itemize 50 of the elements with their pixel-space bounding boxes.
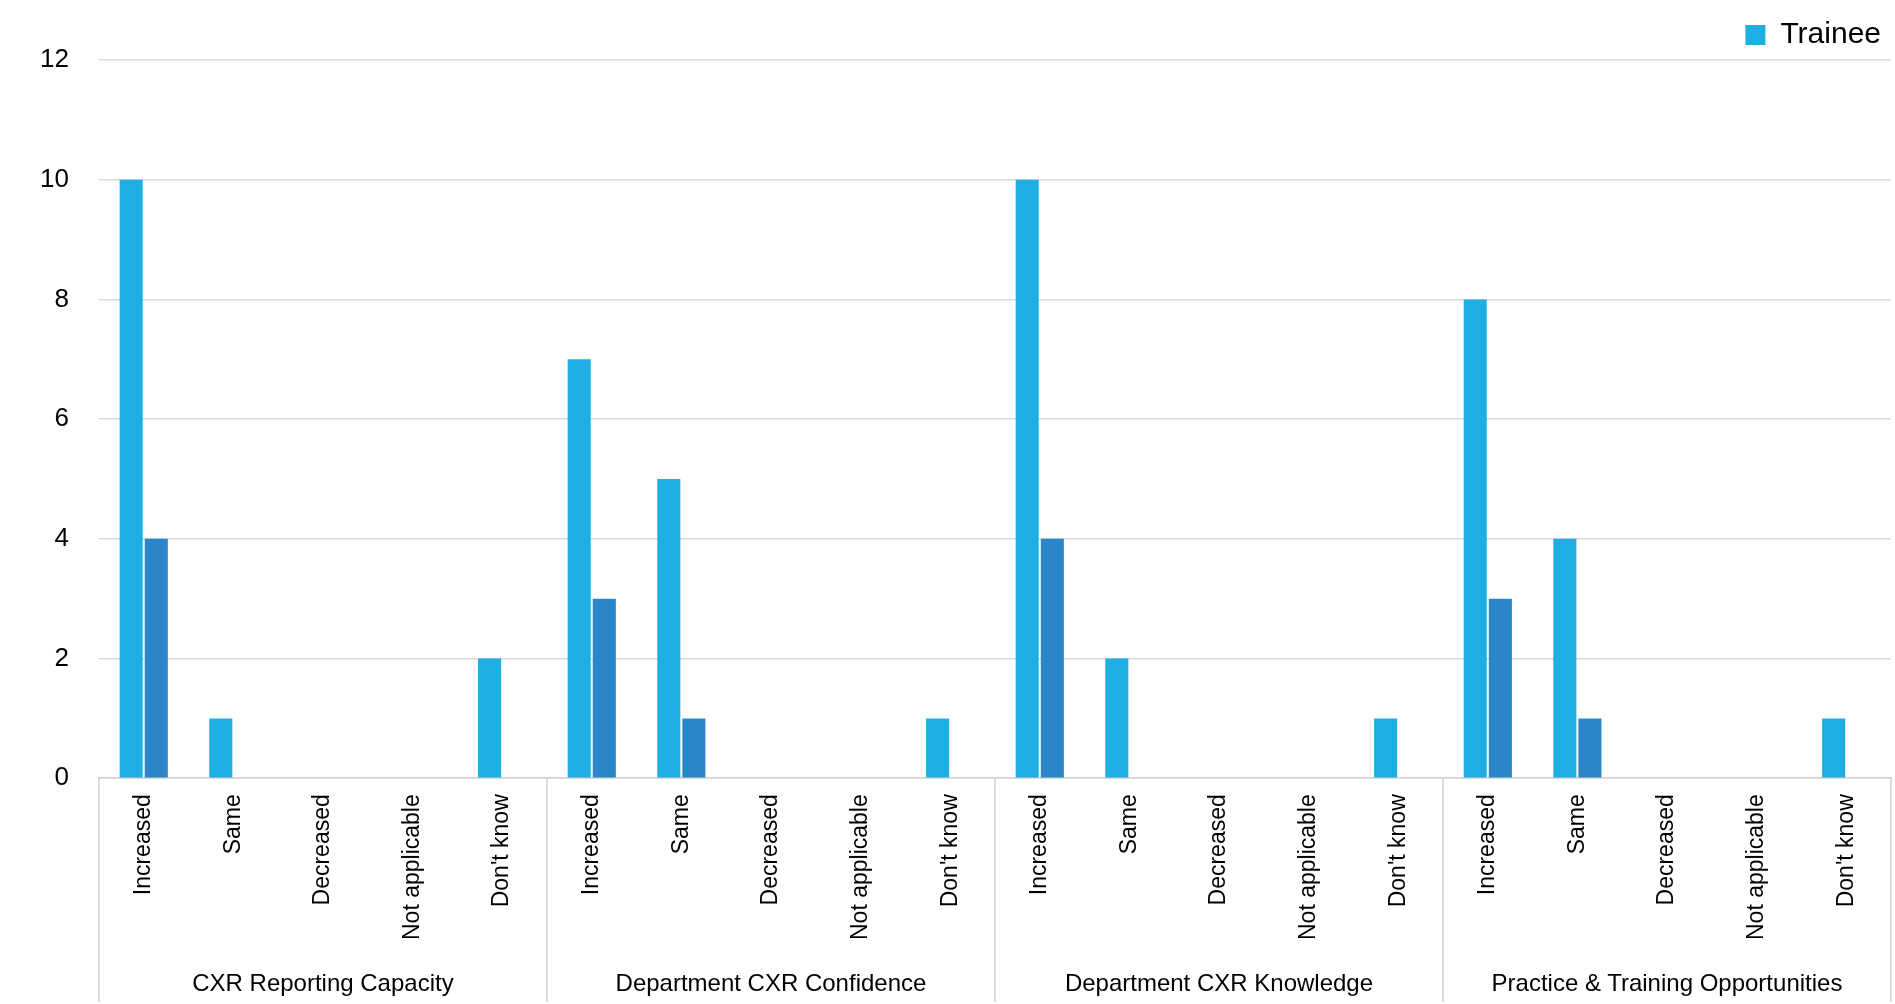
text: CXR Reporting Capacity <box>192 968 454 996</box>
y-tick-label: 0 <box>54 761 69 792</box>
bar <box>657 478 681 778</box>
bar <box>926 718 950 778</box>
bar <box>478 658 502 778</box>
bar <box>1463 299 1487 778</box>
y-tick-label: 2 <box>54 641 69 672</box>
x-tick-label: Not applicable <box>845 794 872 941</box>
bar <box>1105 658 1129 778</box>
x-tick-label: Decreased <box>1204 794 1231 906</box>
bar <box>119 179 143 778</box>
y-tick-label: 10 <box>40 162 69 193</box>
x-tick-label: Decreased <box>308 794 335 906</box>
y-tick-label: 6 <box>54 402 69 433</box>
bar <box>209 718 233 778</box>
x-tick-label: Not applicable <box>397 794 424 941</box>
bar <box>1553 538 1577 778</box>
y-tick-label: 12 <box>40 43 69 74</box>
legend-label: Trainee <box>1780 16 1881 50</box>
x-tick-label: Don't know <box>487 793 514 908</box>
bar <box>682 718 706 778</box>
bar <box>1578 718 1602 778</box>
x-tick-label: Not applicable <box>1741 794 1768 941</box>
bar <box>1040 538 1064 778</box>
bar <box>1374 718 1398 778</box>
x-tick-label: Increased <box>1025 794 1052 896</box>
text: Practice & Training Opportunities <box>1491 968 1843 996</box>
bar <box>592 598 616 778</box>
x-tick-label: Don't know <box>935 793 962 908</box>
x-tick-label: Same <box>666 794 693 855</box>
x-tick-label: Don't know <box>1831 793 1858 908</box>
bar <box>144 538 168 778</box>
x-tick-label: Same <box>218 794 245 855</box>
x-tick-label: Same <box>1114 794 1141 855</box>
bar <box>1488 598 1512 778</box>
y-tick-label: 4 <box>54 522 69 552</box>
x-tick-label: Same <box>1562 794 1589 855</box>
bar <box>1015 179 1039 778</box>
x-tick-label: Decreased <box>1652 794 1679 906</box>
y-tick-label: 8 <box>54 282 69 313</box>
bar <box>567 359 591 778</box>
x-tick-label: Increased <box>1473 794 1500 896</box>
bar <box>1822 718 1846 778</box>
x-tick-label: Not applicable <box>1293 794 1320 941</box>
x-tick-label: Don't know <box>1383 793 1410 908</box>
x-tick-label: Increased <box>577 794 604 896</box>
text: Department CXR Knowledge <box>1064 968 1374 996</box>
text: Department CXR Confidence <box>615 968 927 996</box>
x-tick-label: Decreased <box>756 794 783 906</box>
x-tick-label: Increased <box>129 794 156 896</box>
